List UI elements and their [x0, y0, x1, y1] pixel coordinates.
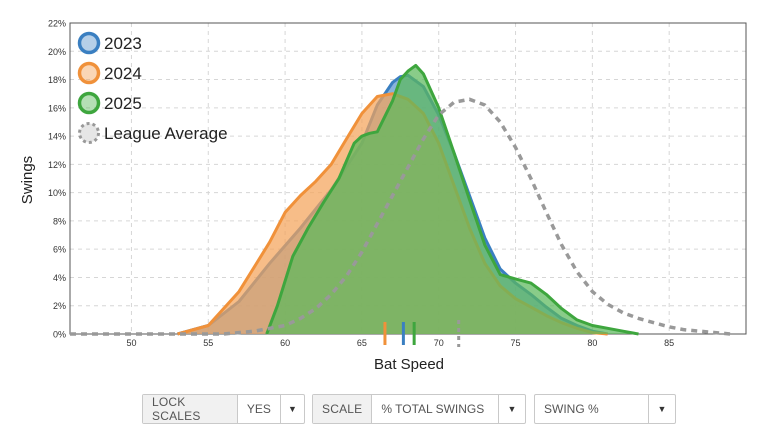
x-tick-label: 85	[664, 338, 674, 348]
y-tick-label: 4%	[53, 273, 66, 283]
x-tick-label: 75	[511, 338, 521, 348]
x-axis-label: Bat Speed	[374, 356, 444, 373]
legend: 2023 2024 2025 League Average	[77, 31, 228, 144]
legend-league-average-swatch	[78, 122, 100, 144]
y-tick-label: 8%	[53, 216, 66, 226]
legend-2024-swatch	[77, 61, 101, 85]
chevron-down-icon: ▼	[279, 395, 304, 423]
y-tick-label: 0%	[53, 330, 66, 340]
legend-2024-label: 2024	[104, 64, 142, 83]
x-tick-label: 70	[434, 338, 444, 348]
y-tick-label: 12%	[48, 160, 66, 170]
y-tick-label: 22%	[48, 19, 66, 29]
y-tick-label: 16%	[48, 103, 66, 113]
y-tick-label: 10%	[48, 188, 66, 198]
x-tick-label: 55	[203, 338, 213, 348]
x-tick-label: 80	[587, 338, 597, 348]
lock-scales-value: YES	[246, 402, 271, 416]
chevron-down-icon: ▼	[648, 395, 675, 423]
y-tick-label: 6%	[53, 245, 66, 255]
y-tick-label: 2%	[53, 301, 66, 311]
y-tick-label: 20%	[48, 47, 66, 57]
series-league-average-line	[70, 97, 731, 336]
chart: 0% 2% 4% 6% 8% 10% 12% 14% 16% 18% 20% 22% 50 55 60 65 7…	[19, 19, 747, 373]
x-tick-label: 50	[126, 338, 136, 348]
series-layer	[70, 63, 731, 336]
y-axis-label: Swings	[19, 156, 36, 204]
legend-league-average-label: League Average	[104, 124, 228, 143]
lock-scales-label: LOCK SCALES	[143, 395, 238, 423]
mean-markers	[383, 320, 461, 347]
x-tick-label: 65	[357, 338, 367, 348]
lock-scales-dropdown[interactable]: LOCK SCALES YES ▼	[142, 394, 305, 424]
y-tick-label: 18%	[48, 75, 66, 85]
legend-2023-label: 2023	[104, 34, 142, 53]
legend-2025-swatch	[77, 91, 101, 115]
series-2025-area	[266, 65, 639, 335]
metric-dropdown[interactable]: SWING % ▼	[534, 394, 676, 424]
metric-value: SWING %	[544, 402, 599, 416]
scale-dropdown[interactable]: SCALE % TOTAL SWINGS ▼	[312, 394, 526, 424]
legend-2023-swatch	[77, 31, 101, 55]
scale-label: SCALE	[313, 395, 373, 423]
scale-value: % TOTAL SWINGS	[381, 402, 485, 416]
legend-2025-label: 2025	[104, 94, 142, 113]
chevron-down-icon: ▼	[498, 395, 525, 423]
series-2025-line	[265, 63, 639, 336]
y-tick-label: 14%	[48, 132, 66, 142]
x-tick-label: 60	[280, 338, 290, 348]
